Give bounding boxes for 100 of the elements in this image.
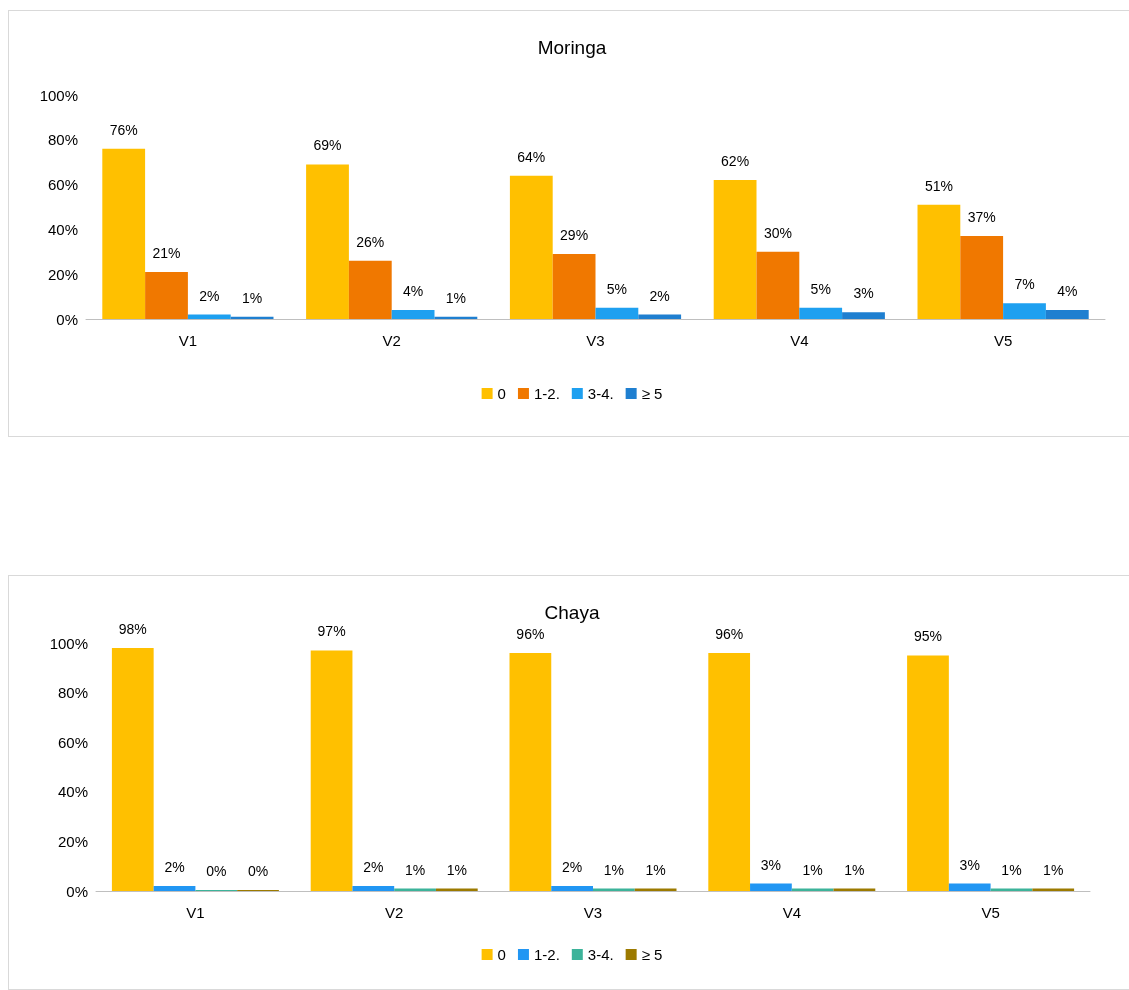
data-label: 21%: [152, 244, 181, 261]
bar: [434, 316, 478, 319]
bar: [352, 886, 395, 891]
bar: [638, 314, 682, 319]
bar: [842, 312, 885, 319]
data-label: 2%: [199, 287, 220, 304]
y-tick-label: 20%: [47, 265, 78, 283]
y-tick-label: 60%: [47, 176, 78, 194]
x-tick-label: V1: [178, 332, 198, 349]
legend-label: 1-2.: [533, 385, 560, 402]
y-tick-label: 20%: [57, 832, 88, 850]
data-label: 96%: [715, 625, 744, 642]
y-tick-label: 60%: [57, 733, 88, 751]
bar: [907, 655, 949, 891]
data-label: 37%: [967, 209, 996, 226]
data-label: 1%: [446, 861, 467, 878]
bar: [917, 204, 961, 319]
data-label: 0%: [247, 863, 269, 879]
bar: [713, 180, 757, 319]
x-tick-label: V2: [385, 904, 404, 921]
y-tick-label: 0%: [66, 882, 88, 900]
data-label: 30%: [763, 224, 792, 241]
bar: [102, 148, 146, 319]
bar: [145, 271, 188, 319]
bar: [948, 883, 991, 891]
data-label: 2%: [562, 859, 583, 876]
data-label: 95%: [913, 628, 942, 645]
data-label: 1%: [445, 289, 467, 306]
x-tick-label: V4: [790, 332, 809, 349]
data-label: 1%: [802, 861, 823, 878]
bar: [708, 652, 751, 891]
x-tick-label: V5: [981, 904, 1000, 921]
legend-label: 0: [497, 385, 506, 402]
data-label: 1%: [844, 861, 865, 878]
data-label: 29%: [560, 227, 589, 244]
bar: [1003, 303, 1046, 319]
data-label: 97%: [317, 623, 346, 640]
data-label: 1%: [1043, 861, 1064, 878]
legend-label: 0: [497, 946, 506, 963]
x-tick-label: V2: [382, 332, 401, 349]
y-tick-label: 0%: [56, 310, 78, 328]
bar: [306, 164, 349, 319]
x-tick-label: V3: [586, 332, 605, 349]
data-label: 1%: [404, 861, 426, 878]
bar: [153, 886, 196, 891]
bar: [310, 650, 353, 891]
data-label: 5%: [810, 280, 831, 297]
bar: [595, 307, 639, 319]
legend-label: 3-4.: [587, 385, 614, 402]
data-label: 98%: [118, 620, 147, 637]
bar: [756, 251, 800, 319]
data-label: 96%: [516, 625, 545, 642]
data-label: 4%: [1057, 283, 1078, 300]
bar: [960, 236, 1004, 319]
y-tick-label: 40%: [47, 220, 78, 238]
chart-title: Moringa: [537, 37, 607, 58]
data-label: 3%: [959, 856, 980, 873]
data-label: 26%: [356, 233, 385, 250]
bar: [552, 254, 596, 319]
legend-label: ≥ 5: [641, 946, 663, 963]
bar: [750, 883, 792, 891]
x-tick-label: V4: [782, 904, 801, 921]
data-label: 1%: [241, 289, 263, 306]
bar: [391, 310, 435, 319]
bar: [509, 652, 552, 891]
bar: [551, 886, 593, 891]
legend-label: 1-2.: [533, 946, 560, 963]
data-label: 2%: [649, 287, 670, 304]
y-tick-label: 80%: [57, 684, 88, 702]
bar: [1045, 310, 1089, 319]
data-label: 51%: [924, 177, 953, 194]
data-label: 2%: [363, 859, 384, 876]
bar: [111, 647, 154, 891]
data-label: 69%: [313, 137, 342, 154]
legend-label: ≥ 5: [641, 385, 663, 402]
data-label: 1%: [645, 861, 666, 878]
y-tick-label: 80%: [47, 131, 78, 149]
data-label: 7%: [1014, 276, 1035, 293]
x-tick-label: V5: [993, 332, 1013, 349]
y-tick-label: 40%: [57, 783, 88, 801]
data-label: 0%: [206, 863, 227, 879]
bar: [187, 314, 231, 319]
data-label: 1%: [1001, 861, 1022, 878]
data-label: 1%: [603, 861, 624, 878]
bar: [799, 307, 843, 319]
data-label: 3%: [760, 856, 782, 873]
x-tick-label: V3: [583, 904, 603, 921]
y-tick-label: 100%: [39, 86, 78, 104]
data-label: 4%: [402, 283, 424, 300]
x-tick-label: V1: [186, 904, 205, 921]
bar: [509, 175, 553, 319]
legend-label: 3-4.: [587, 946, 614, 963]
data-label: 5%: [606, 280, 628, 297]
data-label: 64%: [517, 148, 546, 165]
data-label: 62%: [721, 153, 750, 170]
bar: [348, 260, 392, 319]
y-tick-label: 100%: [49, 634, 88, 652]
data-label: 76%: [109, 121, 138, 138]
chart-title: Chaya: [544, 602, 600, 623]
data-label: 2%: [164, 859, 185, 876]
